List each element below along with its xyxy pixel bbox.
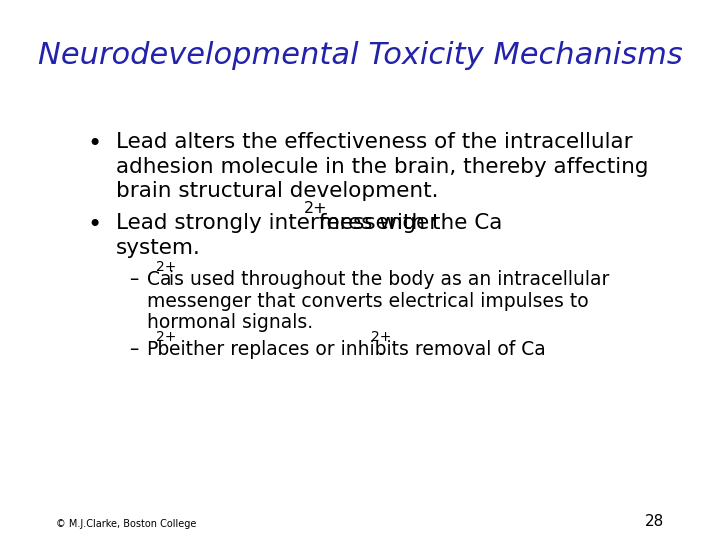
- Text: –: –: [129, 340, 138, 359]
- Text: 28: 28: [644, 514, 664, 529]
- Text: brain structural development.: brain structural development.: [116, 181, 438, 201]
- Text: 2+: 2+: [156, 260, 177, 274]
- Text: messenger that converts electrical impulses to: messenger that converts electrical impul…: [147, 292, 588, 310]
- Text: 2+: 2+: [156, 330, 177, 345]
- Text: •: •: [88, 213, 102, 237]
- Text: –: –: [129, 270, 138, 289]
- Text: is used throughout the body as an intracellular: is used throughout the body as an intrac…: [163, 270, 610, 289]
- Text: Lead alters the effectiveness of the intracellular: Lead alters the effectiveness of the int…: [116, 132, 633, 152]
- Text: Lead strongly interferes with the Ca: Lead strongly interferes with the Ca: [116, 213, 503, 233]
- Text: 2+: 2+: [371, 330, 391, 345]
- Text: © M.J.Clarke, Boston College: © M.J.Clarke, Boston College: [56, 519, 197, 529]
- Text: •: •: [88, 132, 102, 156]
- Text: Neurodevelopmental Toxicity Mechanisms: Neurodevelopmental Toxicity Mechanisms: [37, 40, 683, 70]
- Text: adhesion molecule in the brain, thereby affecting: adhesion molecule in the brain, thereby …: [116, 157, 649, 177]
- Text: .: .: [378, 340, 384, 359]
- Text: hormonal signals.: hormonal signals.: [147, 313, 312, 332]
- Text: system.: system.: [116, 238, 201, 258]
- Text: either replaces or inhibits removal of Ca: either replaces or inhibits removal of C…: [163, 340, 546, 359]
- Text: 2+: 2+: [305, 201, 328, 217]
- Text: Ca: Ca: [147, 270, 171, 289]
- Text: Pb: Pb: [147, 340, 170, 359]
- Text: messenger: messenger: [312, 213, 438, 233]
